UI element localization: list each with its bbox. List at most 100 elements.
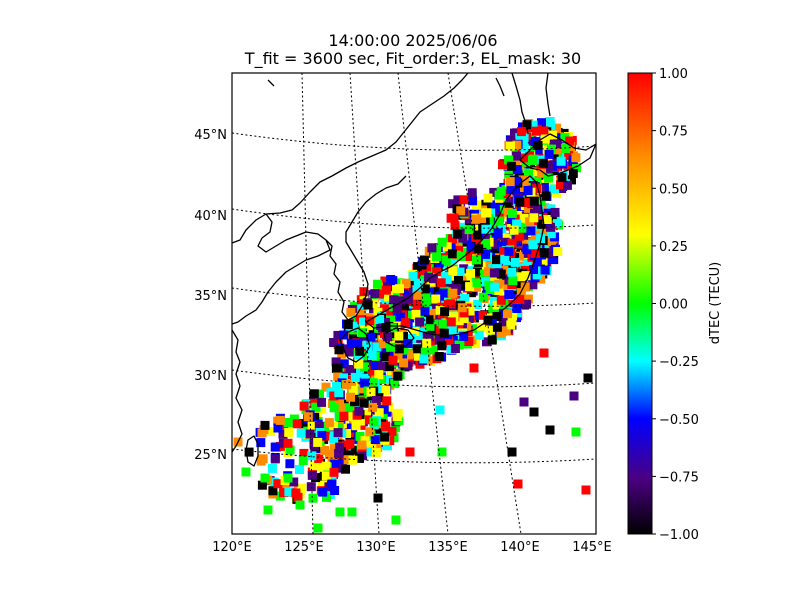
dtec-cell [512, 165, 522, 175]
dtec-cell [560, 133, 570, 142]
dtec-cell [366, 332, 376, 342]
colorbar-tick-minus-0.50: −0.50 [659, 413, 699, 428]
dtec-cell [366, 447, 376, 457]
dtec-cell [472, 278, 482, 288]
dtec-cell [374, 408, 384, 418]
dtec-cell [343, 320, 353, 330]
parallel-45n [232, 132, 596, 151]
dtec-cell [303, 412, 313, 422]
dtec-cell [464, 225, 474, 235]
dtec-cell [313, 437, 323, 447]
dtec-cell [446, 299, 456, 309]
dtec-cell [420, 301, 430, 311]
dtec-cell [546, 237, 556, 246]
dtec-cell [335, 507, 345, 517]
coast-taiwan [245, 435, 259, 467]
dtec-cell [334, 345, 344, 355]
dtec-cell [329, 434, 339, 444]
dtec-cell [541, 191, 551, 201]
dtec-cell [544, 161, 554, 171]
dtec-cell [285, 459, 295, 469]
dtec-cell [368, 378, 378, 388]
dtec-cell [389, 295, 399, 305]
dtec-cell [390, 290, 400, 300]
dtec-cell [378, 362, 387, 372]
dtec-cell [519, 143, 529, 153]
dtec-cell [333, 422, 343, 432]
dtec-cell [280, 480, 290, 490]
dtec-cell [420, 306, 430, 316]
dtec-cell [345, 365, 355, 375]
dtec-cell [329, 391, 339, 401]
dtec-cell [334, 449, 344, 458]
dtec-cell [516, 272, 526, 282]
dtec-cell [370, 435, 380, 444]
dtec-cell [492, 312, 502, 321]
dtec-cell [279, 488, 289, 498]
dtec-cell [334, 412, 344, 421]
dtec-cell [401, 318, 411, 328]
dtec-cell [334, 388, 344, 398]
dtec-cell [355, 346, 365, 356]
dtec-cell [549, 255, 559, 265]
dtec-cell [360, 378, 370, 388]
dtec-cell [512, 184, 522, 194]
colorbar-label: dTEC (TECU) [708, 262, 723, 345]
dtec-cell [355, 431, 365, 441]
parallel-25n [232, 448, 596, 464]
dtec-cell [477, 214, 487, 224]
dtec-cell [520, 282, 530, 292]
dtec-cell [439, 328, 449, 338]
dtec-cell [375, 315, 385, 324]
dtec-cell [466, 288, 476, 298]
dtec-cell [506, 196, 516, 206]
dtec-cell [544, 149, 554, 159]
longitude-labels: 120°E 125°E 130°E 135°E 140°E 145°E [212, 540, 612, 555]
dtec-cell [305, 429, 315, 439]
dtec-cell [492, 255, 501, 265]
colorbar-tick-minus-0.25: −0.25 [659, 355, 699, 370]
dtec-cell [506, 299, 516, 309]
dtec-cell [512, 128, 522, 138]
dtec-cell [270, 454, 280, 464]
dtec-cell [383, 441, 392, 451]
dtec-cell [273, 423, 283, 433]
dtec-cell [355, 416, 365, 426]
dtec-cell [348, 385, 358, 395]
dtec-cell [459, 308, 469, 318]
dtec-cell [449, 213, 459, 223]
dtec-cell [258, 454, 268, 464]
dtec-cell [509, 225, 519, 235]
coast-sakhalin [511, 73, 551, 135]
dtec-cell [479, 257, 489, 267]
dtec-cell [380, 432, 390, 442]
dtec-cell [448, 288, 458, 298]
dtec-cell [454, 245, 464, 255]
dtec-cell [498, 316, 508, 326]
lat-label-40: 40°N [194, 209, 227, 224]
dtec-cell [321, 382, 331, 392]
dtec-cell [437, 237, 447, 247]
colorbar: 1.00 0.75 0.50 0.25 0.00 −0.25 −0.50 −0.… [627, 67, 723, 543]
dtec-cell [335, 403, 345, 413]
dtec-cell [506, 320, 516, 330]
dtec-cell [321, 471, 331, 481]
colorbar-tick-0.25: 0.25 [659, 240, 688, 255]
dtec-cell [373, 279, 382, 289]
dtec-cell [502, 264, 511, 274]
dtec-cell [386, 342, 396, 352]
coast-shikoku [383, 327, 415, 347]
dtec-cell [394, 278, 404, 288]
dtec-cell [500, 254, 510, 264]
dtec-cell [341, 464, 350, 474]
dtec-cell [519, 213, 529, 223]
dtec-cell [371, 448, 381, 457]
dtec-cell [565, 136, 575, 146]
dtec-cell [387, 323, 397, 333]
dtec-cell [501, 189, 511, 199]
dtec-cell [519, 397, 529, 407]
dtec-cell [521, 198, 531, 208]
dtec-cell [405, 447, 415, 457]
dtec-cell [409, 326, 419, 336]
dtec-cell [360, 373, 370, 383]
